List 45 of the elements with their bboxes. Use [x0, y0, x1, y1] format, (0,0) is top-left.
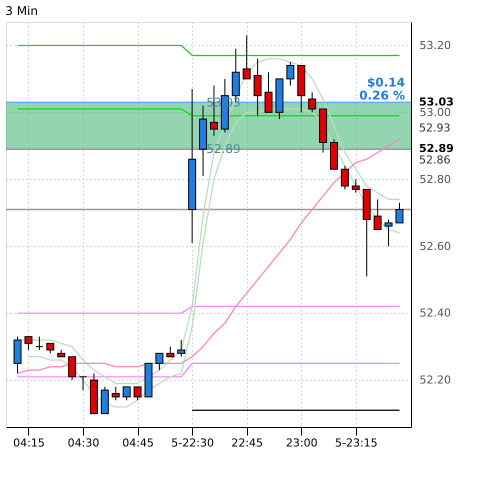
annotation: $0.14 [367, 75, 405, 90]
candlestick [264, 72, 273, 113]
candlestick [166, 346, 174, 358]
y-tick-label: 52.80 [420, 172, 451, 186]
y-tick-label: 52.20 [420, 374, 451, 387]
x-tick-label: 5-23:15 [334, 436, 378, 450]
y-tick-label: 52.40 [420, 306, 451, 320]
candlestick [155, 352, 164, 371]
candlestick [122, 386, 131, 401]
text: 52.93 [419, 121, 450, 134]
candlestick [395, 202, 404, 224]
candlestick [24, 336, 32, 351]
candlestick [340, 165, 349, 190]
annotation: 0.26 % [359, 88, 405, 102]
x-tick-label: 22:45 [231, 436, 264, 450]
chart-title: 3 Min [5, 4, 38, 18]
annotation: 52.89 [206, 142, 241, 156]
candlestick [134, 386, 142, 401]
candlestick [100, 386, 109, 414]
candlestick [242, 34, 251, 80]
x-tick-label: 04:30 [68, 436, 100, 450]
candlestick [374, 198, 382, 230]
x-tick-label: 5-22:30 [171, 436, 214, 450]
candlestick [35, 336, 44, 351]
candlestick [112, 386, 120, 401]
candlestick [308, 92, 316, 113]
candlestick [286, 62, 294, 86]
x-tick-label: 04:45 [122, 436, 154, 450]
x-tick-label: 23:00 [286, 436, 318, 450]
candlestick [352, 178, 360, 194]
candlestick [46, 342, 54, 354]
y-tick-label: 52.60 [420, 240, 451, 253]
ref-line-label: 52.89 [419, 142, 454, 156]
candlestick [384, 218, 393, 247]
candlestick [254, 58, 262, 116]
annotation: 53.03 [206, 95, 241, 110]
candlestick [79, 376, 88, 391]
candlestick [177, 339, 186, 358]
text: 52.86 [419, 153, 450, 166]
candlestick [14, 336, 22, 374]
y-tick-label: 53.00 [420, 106, 451, 119]
y-tick-label: 53.20 [420, 38, 451, 52]
x-tick-label: 04:15 [13, 436, 45, 450]
candlestick [68, 356, 76, 381]
ref-line-label: 53.03 [419, 95, 454, 108]
